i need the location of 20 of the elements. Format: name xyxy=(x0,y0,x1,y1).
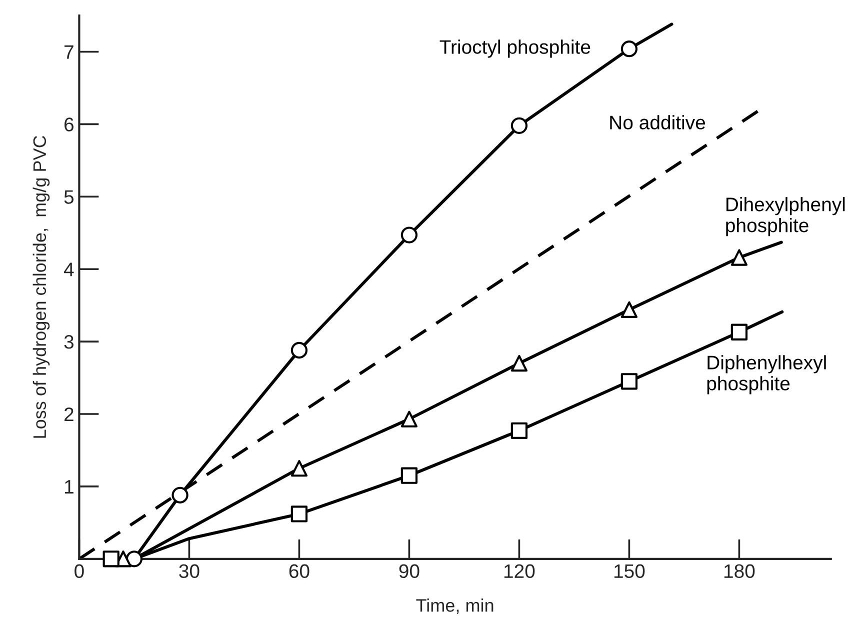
x-tick-label: 30 xyxy=(179,564,200,578)
x-tick-label: 90 xyxy=(399,564,420,578)
series-label: Trioctyl phosphite xyxy=(440,40,590,58)
x-tick-label: 60 xyxy=(289,564,310,578)
x-tick-label: 0 xyxy=(74,564,84,578)
y-tick-label: 5 xyxy=(64,190,74,204)
series-label: Dihexylphenyl phosphite xyxy=(726,197,845,236)
y-tick-label: 6 xyxy=(64,118,74,132)
y-tick-label: 7 xyxy=(64,45,74,59)
y-tick-label: 4 xyxy=(64,262,74,276)
x-tick-label: 180 xyxy=(724,564,755,578)
y-tick-label: 3 xyxy=(64,335,74,349)
series-label: No additive xyxy=(610,115,706,130)
y-axis-title: Loss of hydrogen chloride, mg/g PVC xyxy=(32,136,50,438)
x-tick-label: 120 xyxy=(504,564,535,578)
x-tick-label: 150 xyxy=(614,564,645,578)
x-axis-title: Time, min xyxy=(416,598,494,614)
y-tick-label: 1 xyxy=(65,480,74,494)
y-tick-label: 2 xyxy=(64,407,74,422)
series-label: Diphenylhexyl phosphite xyxy=(707,355,826,394)
